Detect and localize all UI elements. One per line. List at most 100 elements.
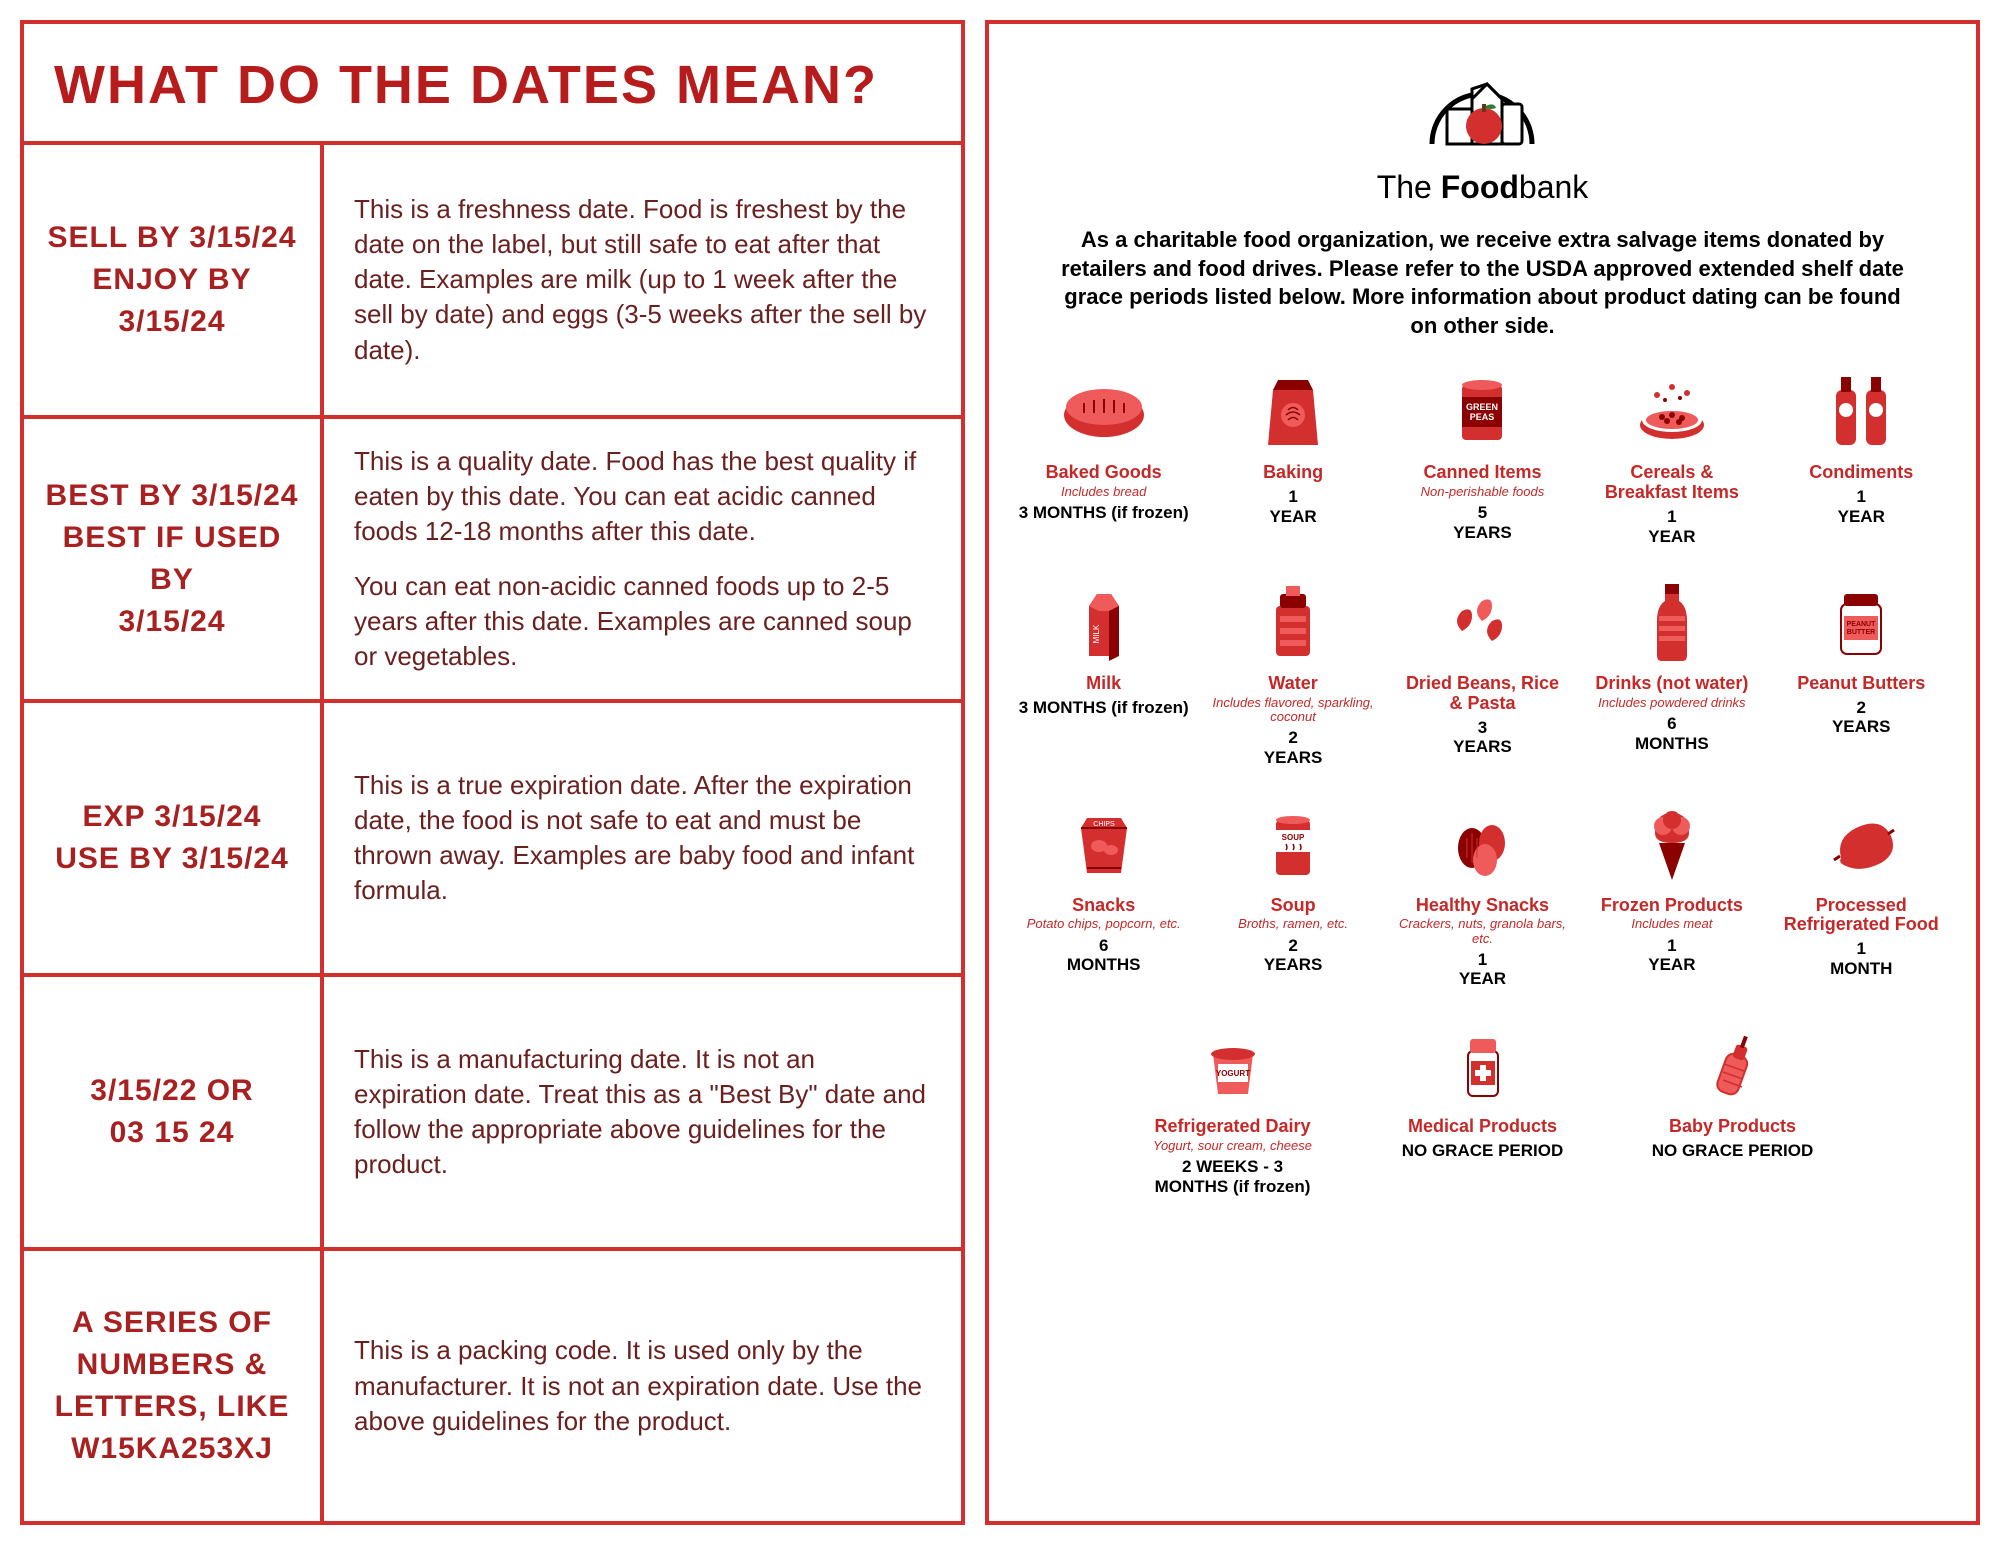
food-title: Healthy Snacks [1416, 896, 1549, 916]
yogurt-icon: YOGURT [1188, 1019, 1278, 1109]
nuts-icon [1437, 798, 1527, 888]
flour-icon [1248, 365, 1338, 455]
food-row: MILKMilk3 MONTHS (if frozen)WaterInclude… [1014, 576, 1951, 767]
food-title: Baking [1263, 463, 1323, 483]
logo-icon [1412, 54, 1552, 164]
food-subtitle: Includes flavored, sparkling, coconut [1208, 696, 1378, 725]
svg-text:SOUP: SOUP [1282, 833, 1305, 842]
food-subtitle: Includes meat [1631, 917, 1712, 931]
food-period: 6MONTHS [1067, 936, 1141, 975]
food-title: Frozen Products [1601, 896, 1743, 916]
title-row: WHAT DO THE DATES MEAN? [24, 24, 961, 145]
food-title: Condiments [1809, 463, 1913, 483]
date-row: A SERIES OFNUMBERS &LETTERS, LIKEW15KA25… [24, 1251, 961, 1521]
food-title: Canned Items [1423, 463, 1541, 483]
medicine-icon [1438, 1019, 1528, 1109]
date-description: This is a manufacturing date. It is not … [324, 977, 961, 1247]
svg-text:MILK: MILK [1092, 624, 1101, 643]
baby-icon [1688, 1019, 1778, 1109]
cereal-icon [1627, 365, 1717, 455]
food-item: Baked GoodsIncludes bread3 MONTHS (if fr… [1019, 365, 1189, 546]
date-row: 3/15/22 OR03 15 24This is a manufacturin… [24, 977, 961, 1251]
date-label: EXP 3/15/24USE BY 3/15/24 [24, 703, 324, 973]
food-period: 2 WEEKS - 3 MONTHS (if frozen) [1148, 1157, 1318, 1196]
svg-text:GREEN: GREEN [1466, 402, 1498, 412]
food-period: 2YEARS [1264, 728, 1323, 767]
food-title: Dried Beans, Rice & Pasta [1397, 674, 1567, 714]
sausage-icon [1816, 798, 1906, 888]
food-period: 3YEARS [1453, 718, 1512, 757]
food-item: GREENPEAS Canned Items Non-perishable food… [1397, 365, 1567, 546]
food-item: Medical ProductsNO GRACE PERIOD [1398, 1019, 1568, 1196]
date-row: EXP 3/15/24USE BY 3/15/24This is a true … [24, 703, 961, 977]
food-item: WaterIncludes flavored, sparkling, cocon… [1208, 576, 1378, 767]
svg-text:CHIPS: CHIPS [1093, 821, 1115, 828]
intro-text: As a charitable food organization, we re… [1058, 226, 1908, 340]
food-subtitle: Includes powdered drinks [1598, 696, 1745, 710]
food-title: Cereals & Breakfast Items [1587, 463, 1757, 503]
food-title: Baked Goods [1046, 463, 1162, 483]
svg-text:YOGURT: YOGURT [1215, 1069, 1249, 1078]
date-description: This is a true expiration date. After th… [324, 703, 961, 973]
left-panel: WHAT DO THE DATES MEAN? SELL BY 3/15/24E… [20, 20, 965, 1525]
date-row: SELL BY 3/15/24ENJOY BY 3/15/24This is a… [24, 145, 961, 419]
food-period: 1YEAR [1648, 507, 1695, 546]
can-icon: GREENPEAS [1437, 365, 1527, 455]
food-title: Snacks [1072, 896, 1135, 916]
bottles-icon [1816, 365, 1906, 455]
date-label: BEST BY 3/15/24BEST IF USED BY3/15/24 [24, 419, 324, 700]
food-item: CHIPS SnacksPotato chips, popcorn, etc. 6M… [1019, 798, 1189, 989]
food-period: 1YEAR [1838, 487, 1885, 526]
date-label: 3/15/22 OR03 15 24 [24, 977, 324, 1247]
chips-icon: CHIPS [1059, 798, 1149, 888]
food-row: Baked GoodsIncludes bread3 MONTHS (if fr… [1014, 365, 1951, 546]
pasta-icon [1437, 576, 1527, 666]
food-title: Drinks (not water) [1595, 674, 1748, 694]
food-item: Frozen ProductsIncludes meat 1YEAR [1587, 798, 1757, 989]
food-subtitle: Non-perishable foods [1421, 485, 1545, 499]
jar-icon: PEANUTBUTTER [1816, 576, 1906, 666]
food-period: NO GRACE PERIOD [1652, 1141, 1814, 1161]
food-title: Processed Refrigerated Food [1776, 896, 1946, 936]
food-subtitle: Includes bread [1061, 485, 1146, 499]
svg-text:PEANUT: PEANUT [1847, 621, 1877, 628]
food-title: Milk [1086, 674, 1121, 694]
food-item: Baby ProductsNO GRACE PERIOD [1648, 1019, 1818, 1196]
food-item: Healthy SnacksCrackers, nuts, granola ba… [1397, 798, 1567, 989]
food-title: Medical Products [1408, 1117, 1557, 1137]
food-period: 3 MONTHS (if frozen) [1019, 698, 1189, 718]
bread-icon [1059, 365, 1149, 455]
food-title: Water [1268, 674, 1317, 694]
date-label: A SERIES OFNUMBERS &LETTERS, LIKEW15KA25… [24, 1251, 324, 1521]
food-item: Drinks (not water) Includes powdered drin… [1587, 576, 1757, 767]
icecream-icon [1627, 798, 1717, 888]
svg-text:PEAS: PEAS [1470, 412, 1495, 422]
date-label: SELL BY 3/15/24ENJOY BY 3/15/24 [24, 145, 324, 415]
water-icon [1248, 576, 1338, 666]
food-row: YOGURTRefrigerated DairyYogurt, sour cre… [1014, 1019, 1951, 1196]
food-title: Soup [1271, 896, 1316, 916]
date-description: This is a freshness date. Food is freshe… [324, 145, 961, 415]
svg-text:BUTTER: BUTTER [1847, 629, 1875, 636]
food-title: Refrigerated Dairy [1154, 1117, 1310, 1137]
food-row: CHIPS SnacksPotato chips, popcorn, etc. 6M… [1014, 798, 1951, 989]
foodbank-logo: The Foodbank [1377, 54, 1589, 206]
food-item: PEANUTBUTTER Peanut Butters 2YEARS [1776, 576, 1946, 767]
food-item: YOGURTRefrigerated DairyYogurt, sour cre… [1148, 1019, 1318, 1196]
milk-icon: MILK [1059, 576, 1149, 666]
food-item: Condiments 1YEAR [1776, 365, 1946, 546]
food-item: Cereals & Breakfast Items 1YEAR [1587, 365, 1757, 546]
food-subtitle: Potato chips, popcorn, etc. [1027, 917, 1181, 931]
food-item: Dried Beans, Rice & Pasta 3YEARS [1397, 576, 1567, 767]
logo-text: The Foodbank [1377, 169, 1589, 206]
soup-icon: SOUP [1248, 798, 1338, 888]
food-period: 6MONTHS [1635, 714, 1709, 753]
food-period: 1YEAR [1648, 936, 1695, 975]
date-description: This is a packing code. It is used only … [324, 1251, 961, 1521]
food-item: Processed Refrigerated Food1MONTH [1776, 798, 1946, 989]
date-description: This is a quality date. Food has the bes… [324, 419, 961, 700]
food-subtitle: Crackers, nuts, granola bars, etc. [1397, 917, 1567, 946]
food-period: 2YEARS [1832, 698, 1891, 737]
right-panel: The Foodbank As a charitable food organi… [985, 20, 1980, 1525]
food-title: Peanut Butters [1797, 674, 1925, 694]
